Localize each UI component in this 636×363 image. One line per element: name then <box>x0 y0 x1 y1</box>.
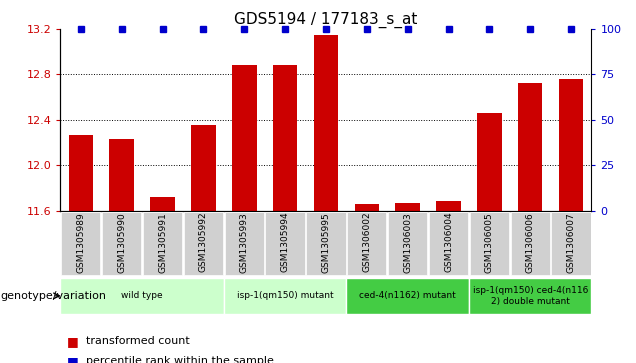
Bar <box>109 139 134 211</box>
Title: GDS5194 / 177183_s_at: GDS5194 / 177183_s_at <box>234 12 418 28</box>
Text: genotype/variation: genotype/variation <box>0 291 106 301</box>
Text: ced-4(n1162) mutant: ced-4(n1162) mutant <box>359 291 456 300</box>
FancyBboxPatch shape <box>60 278 224 314</box>
Bar <box>273 65 298 211</box>
Text: wild type: wild type <box>121 291 163 300</box>
FancyBboxPatch shape <box>143 212 182 275</box>
Text: isp-1(qm150) mutant: isp-1(qm150) mutant <box>237 291 333 300</box>
Text: GSM1306003: GSM1306003 <box>403 212 412 273</box>
FancyBboxPatch shape <box>470 212 509 275</box>
FancyBboxPatch shape <box>225 212 264 275</box>
Text: GSM1305993: GSM1305993 <box>240 212 249 273</box>
Bar <box>69 135 93 211</box>
FancyBboxPatch shape <box>347 278 469 314</box>
FancyBboxPatch shape <box>224 278 347 314</box>
FancyBboxPatch shape <box>469 278 591 314</box>
Bar <box>477 113 502 211</box>
FancyBboxPatch shape <box>61 212 100 275</box>
FancyBboxPatch shape <box>511 212 550 275</box>
Text: GSM1305994: GSM1305994 <box>280 212 289 273</box>
FancyBboxPatch shape <box>429 212 468 275</box>
Bar <box>191 126 216 211</box>
Text: percentile rank within the sample: percentile rank within the sample <box>86 356 273 363</box>
Text: ■: ■ <box>67 355 78 363</box>
Text: GSM1306002: GSM1306002 <box>363 212 371 273</box>
Bar <box>150 197 175 211</box>
Text: GSM1305992: GSM1305992 <box>199 212 208 273</box>
FancyBboxPatch shape <box>347 212 387 275</box>
Bar <box>354 204 379 211</box>
Text: transformed count: transformed count <box>86 336 190 346</box>
Text: GSM1305991: GSM1305991 <box>158 212 167 273</box>
Bar <box>518 83 543 211</box>
FancyBboxPatch shape <box>265 212 305 275</box>
Bar <box>396 203 420 211</box>
FancyBboxPatch shape <box>551 212 591 275</box>
Bar <box>559 79 583 211</box>
Text: GSM1305989: GSM1305989 <box>76 212 85 273</box>
Bar <box>232 65 256 211</box>
Text: GSM1305990: GSM1305990 <box>117 212 126 273</box>
FancyBboxPatch shape <box>102 212 141 275</box>
FancyBboxPatch shape <box>307 212 345 275</box>
Text: GSM1306004: GSM1306004 <box>444 212 453 273</box>
Bar <box>436 201 460 211</box>
Text: GSM1306007: GSM1306007 <box>567 212 576 273</box>
Text: GSM1306006: GSM1306006 <box>526 212 535 273</box>
Bar <box>314 35 338 211</box>
Text: isp-1(qm150) ced-4(n116
2) double mutant: isp-1(qm150) ced-4(n116 2) double mutant <box>473 286 588 306</box>
FancyBboxPatch shape <box>388 212 427 275</box>
Text: GSM1305995: GSM1305995 <box>321 212 331 273</box>
Text: GSM1306005: GSM1306005 <box>485 212 494 273</box>
FancyBboxPatch shape <box>184 212 223 275</box>
Text: ■: ■ <box>67 335 78 348</box>
